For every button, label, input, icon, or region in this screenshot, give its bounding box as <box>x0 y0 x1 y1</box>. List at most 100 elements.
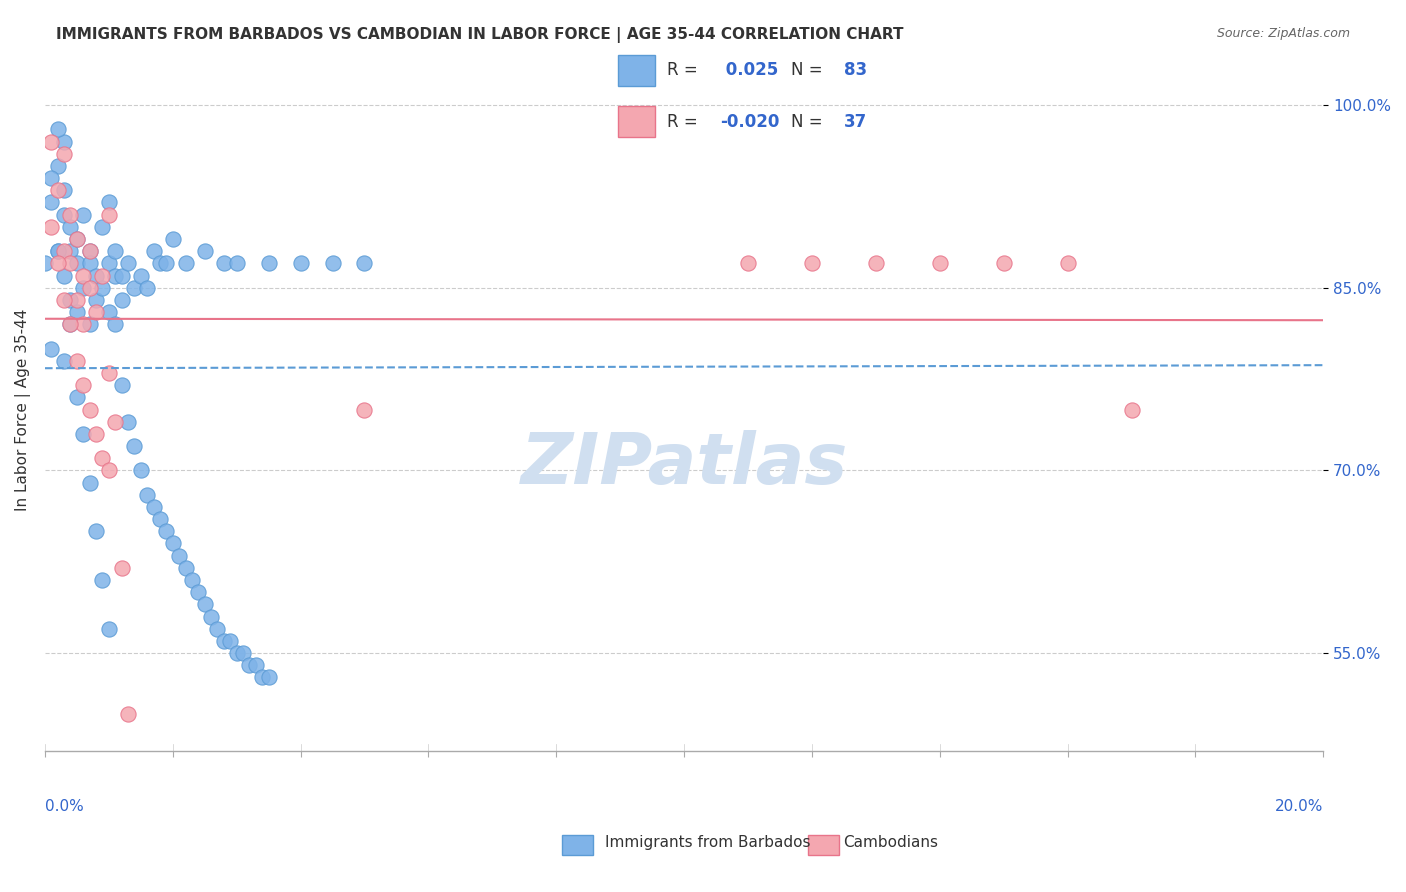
Point <box>66 353 89 368</box>
Point <box>290 256 312 270</box>
Point <box>110 378 132 392</box>
Point <box>257 256 280 270</box>
Point <box>212 256 235 270</box>
Point <box>53 293 76 307</box>
Point <box>84 426 107 441</box>
Point <box>117 706 139 721</box>
Point <box>129 463 152 477</box>
Point <box>72 426 94 441</box>
Point <box>257 670 280 684</box>
Text: Cambodians: Cambodians <box>844 836 939 850</box>
Point <box>97 622 120 636</box>
Point <box>219 633 242 648</box>
Text: 37: 37 <box>844 112 868 130</box>
Point <box>104 244 127 259</box>
Point <box>194 598 217 612</box>
Point <box>59 244 82 259</box>
Point <box>174 561 197 575</box>
Text: IMMIGRANTS FROM BARBADOS VS CAMBODIAN IN LABOR FORCE | AGE 35-44 CORRELATION CHA: IMMIGRANTS FROM BARBADOS VS CAMBODIAN IN… <box>56 27 904 43</box>
Point <box>322 256 344 270</box>
Point <box>46 159 69 173</box>
Text: 0.0%: 0.0% <box>45 799 83 814</box>
Point <box>79 281 101 295</box>
Point <box>225 646 247 660</box>
Point <box>72 268 94 283</box>
Text: N =: N = <box>792 112 828 130</box>
Point <box>72 281 94 295</box>
Point <box>79 402 101 417</box>
Point <box>91 268 114 283</box>
Point <box>353 402 375 417</box>
Point <box>155 524 177 539</box>
Point <box>59 293 82 307</box>
Point <box>72 208 94 222</box>
FancyBboxPatch shape <box>617 55 655 86</box>
Point <box>110 561 132 575</box>
Text: 83: 83 <box>844 62 866 79</box>
Point <box>97 208 120 222</box>
Point <box>59 256 82 270</box>
Text: R =: R = <box>668 62 703 79</box>
Point <box>142 244 165 259</box>
Point <box>91 219 114 234</box>
Point <box>53 135 76 149</box>
Point <box>66 232 89 246</box>
Point <box>46 183 69 197</box>
Point <box>110 268 132 283</box>
Text: R =: R = <box>668 112 703 130</box>
Point <box>79 475 101 490</box>
Point <box>97 195 120 210</box>
Point <box>46 244 69 259</box>
Point <box>136 281 159 295</box>
Point <box>79 256 101 270</box>
Point <box>79 318 101 332</box>
Point <box>250 670 273 684</box>
Point <box>59 318 82 332</box>
Point <box>66 256 89 270</box>
Point <box>66 293 89 307</box>
Point <box>187 585 209 599</box>
Point <box>39 342 62 356</box>
FancyBboxPatch shape <box>617 106 655 137</box>
Point <box>91 451 114 466</box>
Point <box>46 256 69 270</box>
Point <box>84 524 107 539</box>
Point <box>66 305 89 319</box>
Point <box>97 256 120 270</box>
Point <box>53 208 76 222</box>
Point <box>212 633 235 648</box>
Point <box>91 281 114 295</box>
Point <box>207 622 229 636</box>
Point <box>124 439 146 453</box>
Text: 20.0%: 20.0% <box>1275 799 1323 814</box>
Point <box>34 256 56 270</box>
Point <box>238 658 260 673</box>
Point <box>79 244 101 259</box>
Point <box>97 366 120 380</box>
Point <box>39 171 62 186</box>
Point <box>59 219 82 234</box>
Point <box>180 573 202 587</box>
Point <box>167 549 190 563</box>
Point <box>97 305 120 319</box>
Text: Source: ZipAtlas.com: Source: ZipAtlas.com <box>1216 27 1350 40</box>
Point <box>66 232 89 246</box>
Point <box>162 536 184 550</box>
Point <box>149 256 172 270</box>
Point <box>136 488 159 502</box>
Point <box>79 244 101 259</box>
Point <box>104 318 127 332</box>
Y-axis label: In Labor Force | Age 35-44: In Labor Force | Age 35-44 <box>15 309 31 511</box>
Point <box>53 353 76 368</box>
Point <box>84 293 107 307</box>
Point <box>142 500 165 514</box>
Point <box>53 183 76 197</box>
Point <box>737 256 759 270</box>
Point <box>174 256 197 270</box>
Point <box>928 256 950 270</box>
Point <box>225 256 247 270</box>
Point <box>59 318 82 332</box>
Point <box>39 219 62 234</box>
Point <box>104 415 127 429</box>
Point <box>72 378 94 392</box>
